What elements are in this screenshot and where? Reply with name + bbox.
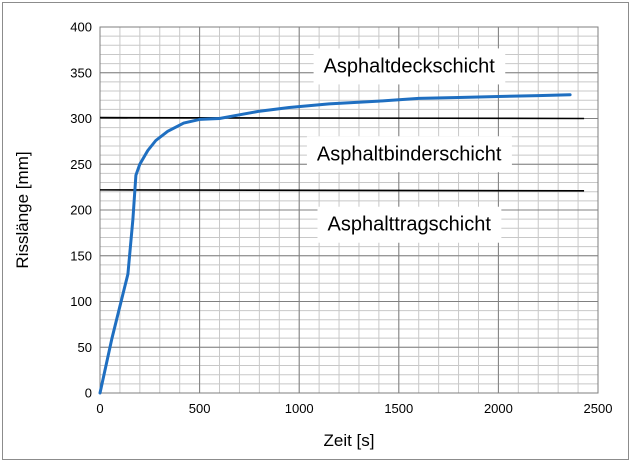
y-tick-label: 0 <box>85 386 92 401</box>
layer-label: Asphaltdeckschicht <box>324 55 496 77</box>
x-tick-labels: 0 500 1000 1500 2000 2500 <box>96 401 612 416</box>
layer-label: Asphaltbinderschicht <box>317 143 502 165</box>
data-series <box>98 93 572 395</box>
x-tick-label: 500 <box>189 401 211 416</box>
layer-label-background <box>306 136 512 173</box>
y-tick-label: 250 <box>70 157 92 172</box>
crack-length-line <box>98 93 572 395</box>
x-tick-label: 0 <box>96 401 103 416</box>
y-axis-title: Risslänge [mm] <box>13 151 32 268</box>
x-tick-label: 1500 <box>384 401 413 416</box>
layer-labels: Asphaltdeckschicht Asphaltbinderschicht As… <box>306 48 512 243</box>
plot-area <box>99 26 599 394</box>
x-tick-label: 2000 <box>484 401 513 416</box>
layer-label-background <box>313 48 506 85</box>
x-tick-label: 1000 <box>285 401 314 416</box>
layer-label-background <box>317 206 502 243</box>
x-axis-title: Zeit [s] <box>323 431 374 450</box>
y-tick-label: 50 <box>78 340 92 355</box>
y-tick-label: 200 <box>70 203 92 218</box>
layer-boundary-line <box>99 189 585 192</box>
y-tick-label: 400 <box>70 20 92 35</box>
y-tick-label: 150 <box>70 248 92 263</box>
y-tick-label: 300 <box>70 111 92 126</box>
y-tick-labels: 0 50 100 150 200 250 300 350 400 <box>70 20 92 401</box>
y-tick-label: 100 <box>70 294 92 309</box>
x-tick-label: 2500 <box>584 401 613 416</box>
y-tick-label: 350 <box>70 65 92 80</box>
layer-boundary-line <box>99 116 585 120</box>
layer-label: Asphalttragschicht <box>327 214 491 236</box>
layer-boundaries <box>99 116 585 192</box>
